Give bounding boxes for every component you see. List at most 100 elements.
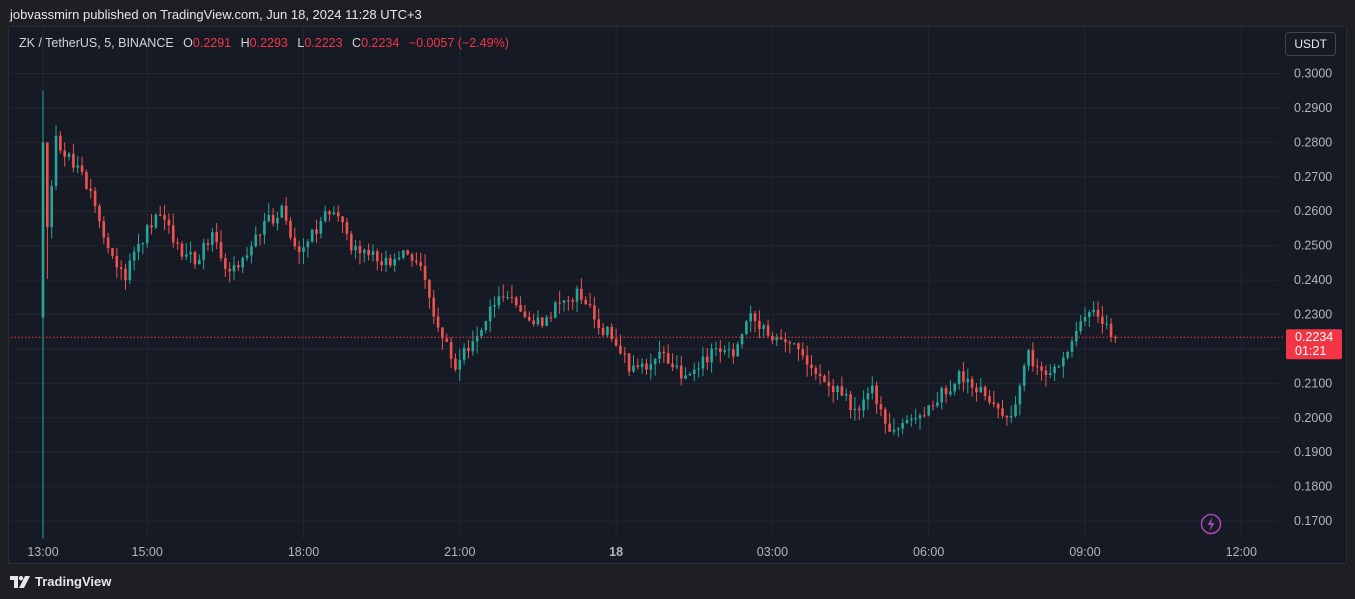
tradingview-brand: TradingView — [35, 574, 112, 589]
candlestick-chart[interactable]: 0.17000.18000.19000.20000.21000.22000.23… — [9, 27, 1346, 563]
candle-body — [1053, 366, 1056, 374]
candle-body — [988, 396, 991, 403]
tradingview-logo[interactable]: TradingView — [10, 574, 111, 589]
ohlc-legend: ZK / TetherUS, 5, BINANCE O0.2291 H0.229… — [19, 36, 509, 50]
candle-body — [41, 142, 45, 318]
candle-body — [710, 348, 713, 363]
candle-body — [727, 349, 731, 351]
candle-body — [362, 249, 366, 254]
candle-body — [219, 242, 223, 259]
currency-button[interactable]: USDT — [1285, 32, 1336, 56]
candle-body — [419, 262, 423, 267]
candle-body — [76, 165, 80, 168]
candle-body — [406, 250, 409, 255]
candle-body — [614, 339, 618, 346]
x-tick-label: 03:00 — [757, 545, 788, 559]
candle-body — [914, 418, 917, 420]
candle-body — [89, 188, 93, 191]
candle-body — [1061, 357, 1065, 367]
candle-body — [875, 385, 878, 405]
high-value: 0.2293 — [249, 36, 288, 50]
candle-body — [297, 246, 301, 253]
candle-body — [797, 343, 800, 350]
candle-body — [714, 348, 718, 350]
candle-body — [549, 317, 553, 319]
candle-body — [749, 313, 752, 322]
candle-body — [766, 325, 770, 336]
candle-body — [267, 215, 271, 222]
candle-body — [1083, 316, 1087, 322]
candle-body — [1048, 373, 1052, 376]
candle-body — [996, 403, 1000, 409]
candle-body — [983, 386, 987, 397]
candle-body — [193, 252, 197, 265]
candle-body — [814, 368, 818, 374]
candle-body — [1066, 351, 1069, 358]
candle-body — [1014, 404, 1017, 417]
candle-body — [471, 341, 475, 352]
candle-body — [844, 394, 848, 396]
candle-body — [897, 428, 900, 430]
x-tick-label: 18 — [609, 545, 623, 559]
open-value: 0.2291 — [192, 36, 232, 50]
candle-body — [823, 375, 826, 383]
y-tick-label: 0.1800 — [1294, 480, 1332, 494]
candle-body — [1005, 415, 1009, 418]
candle-body — [732, 349, 735, 357]
candle-body — [428, 279, 431, 298]
candle-body — [215, 232, 218, 243]
publish-line: jobvassmirn published on TradingView.com… — [10, 7, 422, 22]
chart-panel[interactable]: 0.17000.18000.19000.20000.21000.22000.23… — [8, 26, 1347, 564]
candle-body — [745, 321, 748, 334]
candle-body — [224, 258, 227, 269]
y-tick-label: 0.2100 — [1294, 376, 1332, 390]
candle-body — [328, 211, 331, 215]
candle-body — [501, 296, 505, 298]
candle-body — [202, 242, 205, 260]
x-tick-label: 13:00 — [27, 545, 58, 559]
candle-body — [271, 215, 275, 224]
symbol-label[interactable]: ZK / TetherUS, 5, BINANCE — [19, 36, 174, 50]
candle-body — [523, 311, 527, 318]
candle-body — [684, 375, 687, 379]
candle-body — [575, 288, 579, 302]
candle-body — [63, 150, 67, 157]
candle-body — [115, 255, 119, 268]
candle-body — [510, 297, 514, 299]
candle-body — [228, 268, 231, 272]
candle-body — [393, 259, 396, 266]
candle-body — [888, 423, 891, 432]
candle-body — [506, 297, 509, 299]
change-value: −0.0057 (−2.49%) — [408, 36, 509, 50]
candle-body — [263, 221, 266, 235]
candle-body — [957, 371, 961, 384]
candle-body — [1105, 323, 1109, 325]
open-label: O — [183, 36, 193, 50]
candle-body — [662, 351, 666, 354]
candle-body — [1070, 341, 1074, 352]
candle-body — [788, 342, 792, 344]
candle-body — [280, 205, 284, 218]
candle-body — [315, 229, 318, 234]
candle-body — [310, 229, 314, 242]
candle-body — [467, 347, 470, 352]
candle-body — [901, 423, 904, 429]
lightning-icon[interactable] — [1200, 513, 1222, 535]
y-tick-label: 0.1700 — [1294, 514, 1332, 528]
candle-body — [979, 386, 983, 393]
candle-body — [332, 212, 336, 215]
candle-body — [232, 265, 236, 272]
y-tick-label: 0.2600 — [1294, 204, 1332, 218]
candle-body — [454, 358, 457, 370]
candle-body — [137, 243, 140, 252]
candle-body — [558, 302, 561, 304]
candle-body — [640, 363, 644, 368]
candle-body — [540, 317, 544, 326]
candle-body — [302, 247, 305, 253]
candle-body — [801, 349, 805, 356]
candle-body — [184, 254, 188, 257]
candle-body — [1001, 408, 1004, 416]
low-value: 0.2223 — [304, 36, 343, 50]
candle-body — [1035, 366, 1039, 368]
candle-body — [250, 246, 253, 256]
